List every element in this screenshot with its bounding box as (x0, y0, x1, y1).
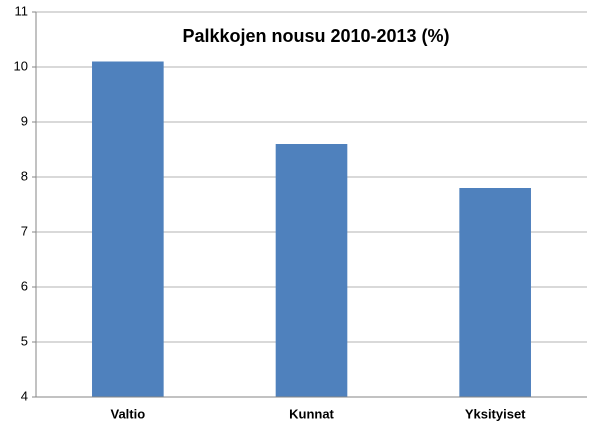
bar (459, 188, 531, 397)
y-tick-label: 9 (21, 113, 28, 128)
y-tick-label: 11 (15, 3, 29, 18)
y-tick-label: 5 (21, 333, 28, 348)
x-tick-label: Kunnat (289, 406, 334, 421)
x-tick-label: Yksityiset (465, 406, 526, 421)
x-tick-label: Valtio (110, 406, 145, 421)
y-tick-label: 10 (14, 58, 28, 73)
y-tick-label: 7 (21, 223, 28, 238)
chart-title: Palkkojen nousu 2010-2013 (%) (182, 26, 449, 46)
y-tick-label: 4 (21, 388, 28, 403)
bar (92, 61, 164, 397)
y-tick-label: 6 (21, 278, 28, 293)
y-tick-label: 8 (21, 168, 28, 183)
bar (275, 144, 348, 397)
